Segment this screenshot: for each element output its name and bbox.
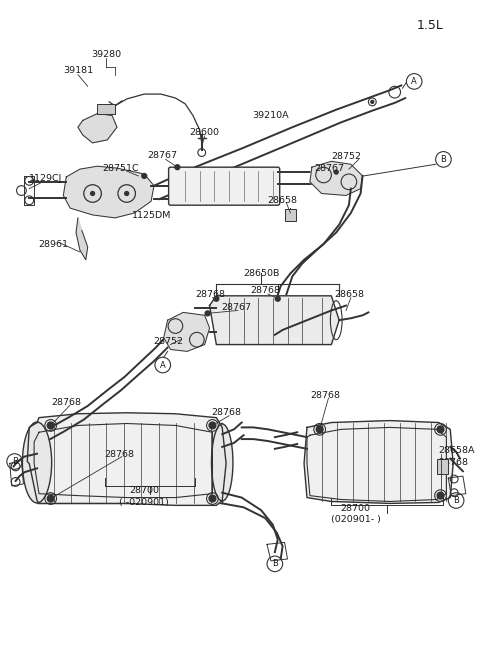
Polygon shape [76, 218, 88, 260]
Text: 28650B: 28650B [243, 269, 279, 278]
Text: 28768: 28768 [311, 391, 340, 400]
Text: 28768: 28768 [439, 458, 468, 467]
Text: B: B [272, 559, 278, 569]
Text: 28767: 28767 [148, 151, 178, 160]
Text: 39181: 39181 [63, 66, 93, 75]
Bar [285, 209, 296, 221]
Circle shape [91, 191, 95, 195]
Circle shape [437, 492, 444, 499]
Text: ( -020901): ( -020901) [120, 498, 169, 507]
Text: 28658: 28658 [268, 196, 298, 205]
Bar [37, 422, 222, 504]
Text: A: A [160, 360, 166, 369]
Polygon shape [164, 312, 210, 351]
Text: 28767: 28767 [221, 303, 251, 312]
Text: 1125DM: 1125DM [132, 212, 172, 221]
Text: 28700: 28700 [341, 504, 371, 513]
Circle shape [334, 170, 338, 174]
Circle shape [209, 495, 216, 502]
Circle shape [371, 100, 374, 103]
Polygon shape [78, 113, 117, 143]
Text: 28700: 28700 [129, 486, 159, 495]
Polygon shape [63, 166, 154, 218]
Bar [97, 104, 115, 113]
Text: 28767: 28767 [314, 164, 345, 173]
Polygon shape [27, 413, 226, 506]
Circle shape [125, 191, 129, 195]
Text: 1.5L: 1.5L [417, 20, 444, 32]
Text: 28752: 28752 [154, 337, 184, 346]
Text: 28751C: 28751C [103, 164, 139, 173]
Text: 28658A: 28658A [439, 446, 475, 455]
Text: 28658: 28658 [334, 290, 364, 299]
Text: 28768: 28768 [51, 398, 81, 407]
Circle shape [47, 422, 54, 429]
Polygon shape [304, 421, 453, 504]
Circle shape [209, 422, 216, 429]
Ellipse shape [212, 424, 233, 501]
Text: 39280: 39280 [91, 50, 121, 59]
Circle shape [316, 426, 323, 433]
Ellipse shape [23, 422, 52, 503]
FancyBboxPatch shape [168, 167, 280, 205]
Circle shape [276, 296, 280, 301]
Text: 28752: 28752 [331, 152, 361, 161]
Text: (020901- ): (020901- ) [331, 515, 381, 525]
Circle shape [47, 495, 54, 502]
Text: B: B [12, 457, 18, 466]
Text: 1129CJ: 1129CJ [29, 174, 62, 183]
Bar [437, 458, 448, 474]
Circle shape [437, 426, 444, 433]
Circle shape [205, 311, 210, 316]
Text: A: A [411, 77, 417, 86]
Text: 28768: 28768 [211, 408, 241, 417]
Text: 28600: 28600 [190, 128, 220, 137]
Text: 28768: 28768 [195, 290, 226, 299]
Polygon shape [210, 296, 339, 345]
Text: 28768: 28768 [104, 450, 134, 459]
Circle shape [175, 165, 180, 170]
Circle shape [142, 174, 147, 178]
Circle shape [214, 296, 219, 301]
Text: B: B [453, 496, 459, 505]
Text: B: B [441, 155, 446, 164]
Text: 28768: 28768 [250, 286, 280, 295]
Text: 28961: 28961 [38, 240, 69, 249]
Polygon shape [310, 161, 362, 195]
Text: 39210A: 39210A [252, 111, 289, 120]
